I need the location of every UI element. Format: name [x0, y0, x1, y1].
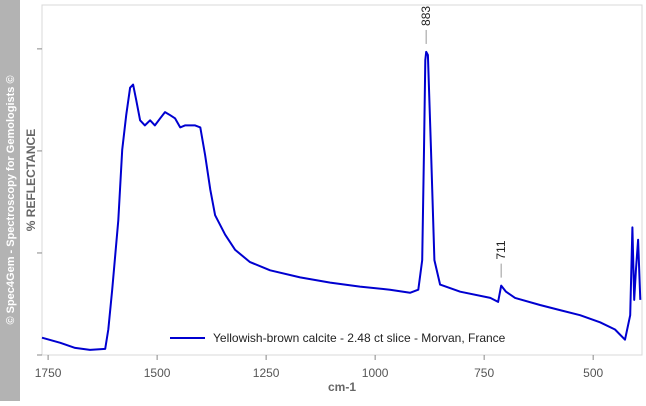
annotation-label: 711 — [494, 240, 508, 259]
legend-label: Yellowish-brown calcite - 2.48 ct slice … — [213, 331, 506, 345]
annotation-label: 883 — [419, 6, 433, 26]
y-axis-label: % REFLECTANCE — [24, 129, 38, 231]
x-tick-label: 1750 — [35, 366, 62, 380]
x-tick-label: 750 — [474, 366, 494, 380]
x-tick-label: 1500 — [144, 366, 171, 380]
x-axis-label: cm-1 — [328, 380, 356, 394]
sidebar — [0, 0, 20, 401]
spectrum-line — [41, 50, 642, 351]
x-tick-label: 1250 — [253, 366, 280, 380]
x-tick-label: 1000 — [362, 366, 389, 380]
x-tick-label: 500 — [583, 366, 603, 380]
plot-frame — [41, 4, 643, 356]
watermark: © Spec4Gem - Spectroscopy for Gemologist… — [5, 75, 17, 324]
